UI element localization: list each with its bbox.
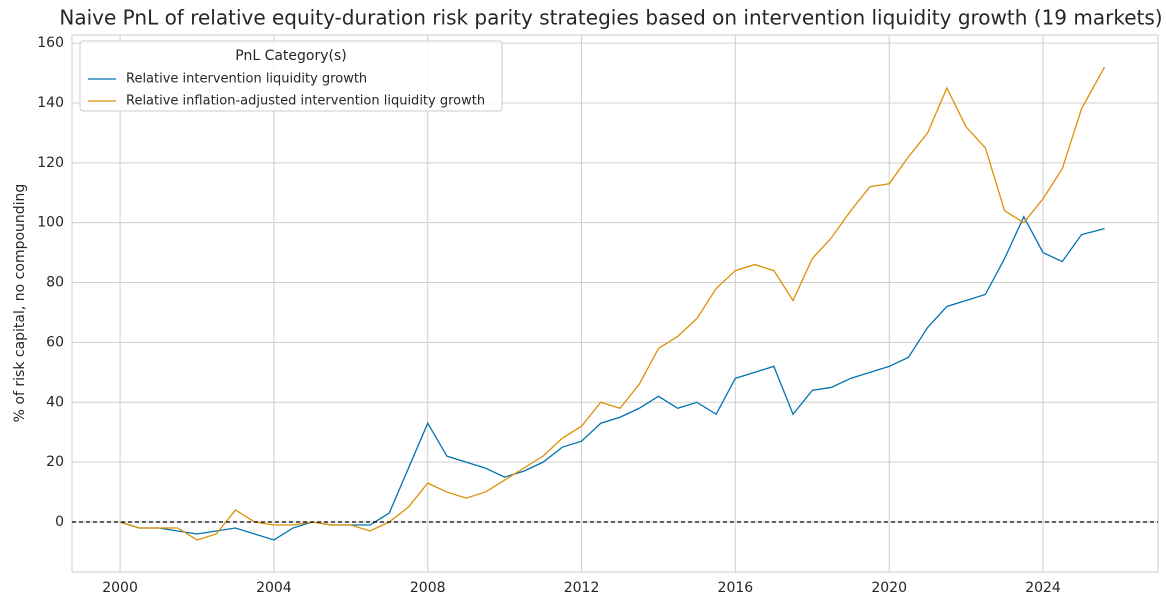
series-line — [119, 66, 1106, 541]
plot-frame — [71, 34, 1159, 573]
x-tick-label: 2024 — [1025, 580, 1061, 596]
legend-box — [79, 40, 503, 112]
x-tick-label: 2004 — [256, 580, 292, 596]
legend: PnL Category(s) Relative intervention liq… — [79, 40, 503, 112]
y-tick-label: 40 — [46, 394, 64, 410]
y-tick-label: 140 — [37, 95, 64, 111]
y-tick-label: 0 — [55, 514, 64, 530]
x-tick-label: 2012 — [564, 580, 600, 596]
legend-label: Relative intervention liquidity growth — [126, 72, 367, 87]
series-line — [119, 215, 1105, 541]
y-tick-label: 100 — [37, 215, 64, 231]
y-axis-label: % of risk capital, no compounding — [12, 184, 28, 423]
chart-title: Naive PnL of relative equity-duration ri… — [59, 6, 1162, 30]
legend-label: Relative inflation-adjusted intervention… — [126, 94, 485, 109]
x-tick-label: 2008 — [410, 580, 446, 596]
y-tick-label: 120 — [37, 155, 64, 171]
y-tick-label: 160 — [37, 35, 64, 51]
x-tick-label: 2000 — [102, 580, 138, 596]
x-tick-label: 2016 — [718, 580, 754, 596]
y-tick-label: 60 — [46, 334, 64, 350]
legend-title: PnL Category(s) — [235, 48, 347, 64]
y-tick-label: 80 — [46, 275, 64, 291]
y-tick-label: 20 — [46, 454, 64, 470]
x-tick-label: 2020 — [871, 580, 907, 596]
